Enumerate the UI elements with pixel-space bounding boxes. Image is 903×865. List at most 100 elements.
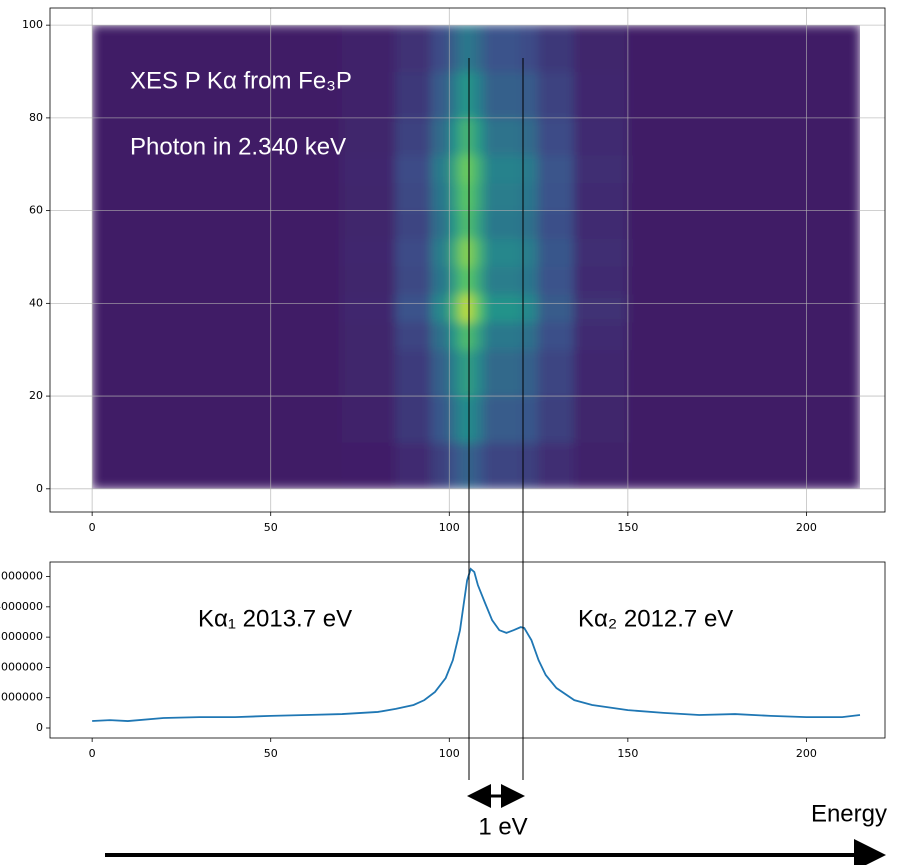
heatmap-cell (538, 154, 575, 183)
heatmap-cell (574, 154, 629, 183)
heatmap-cell (474, 154, 486, 183)
spacing-label: 1 eV (478, 813, 527, 840)
heatmap-cell (342, 182, 397, 211)
heatmap-cell (431, 396, 450, 443)
heatmap-cell (474, 71, 486, 118)
heatmap-cell (627, 442, 860, 489)
heatmap-cell (474, 238, 486, 267)
heatmap-cell (460, 321, 475, 350)
heatmap-cell (474, 182, 486, 211)
heatmap-cell (342, 321, 397, 350)
heatmap-cell (92, 210, 343, 239)
heatmap-cell (538, 25, 575, 72)
heatmap-cell (627, 117, 860, 155)
heatmap-cells (92, 25, 861, 490)
heatmap-cell (474, 25, 486, 72)
heatmap-cell (342, 25, 397, 72)
heatmap-cell (460, 266, 475, 295)
heatmap-cell (395, 71, 432, 118)
annotation: Kα₂ 2012.7 eV (578, 605, 733, 632)
heatmap-cell (460, 210, 475, 239)
heatmap-cell (342, 154, 397, 183)
heatmap-cell (92, 266, 343, 295)
heatmap-cell (538, 266, 575, 295)
heatmap-cell (538, 321, 575, 350)
heatmap-cell (449, 238, 461, 267)
heatmap-cell (92, 25, 343, 72)
heatmap-cell (395, 238, 432, 267)
heatmap-cell (502, 266, 521, 295)
heatmap-cell (574, 117, 629, 155)
heatmap-cell (627, 25, 860, 72)
heatmap-cell (502, 294, 521, 323)
heatmap-cell (485, 154, 504, 183)
heatmap-cell (449, 182, 461, 211)
heatmap-cell (502, 117, 521, 155)
heatmap-cell (460, 25, 475, 72)
heatmap-cell (431, 182, 450, 211)
heatmap-cell (474, 349, 486, 396)
heatmap-cell (431, 321, 450, 350)
heatmap-cell (474, 210, 486, 239)
heatmap-cell (574, 210, 629, 239)
heatmap-cell (485, 71, 504, 118)
heatmap-cell (538, 182, 575, 211)
heatmap-cell (538, 238, 575, 267)
heatmap-cell (431, 294, 450, 323)
heatmap-cell (395, 442, 432, 489)
plot-area (50, 562, 885, 738)
heatmap-cell (502, 396, 521, 443)
heatmap-cell (395, 266, 432, 295)
heatmap-cell (460, 349, 475, 396)
y-tick-label: 2000000 (0, 660, 43, 673)
heatmap-cell (431, 349, 450, 396)
heatmap-cell (627, 210, 860, 239)
heatmap-cell (574, 71, 629, 118)
heatmap-cell (502, 210, 521, 239)
heatmap-cell (92, 442, 343, 489)
heatmap-cell (460, 396, 475, 443)
heatmap-cell (574, 396, 629, 443)
x-tick-label: 150 (617, 521, 638, 534)
heatmap-cell (460, 238, 475, 267)
heatmap-cell (502, 71, 521, 118)
heatmap-cell (502, 442, 521, 489)
x-tick-label: 50 (264, 521, 278, 534)
heatmap-cell (342, 349, 397, 396)
heatmap-cell (485, 321, 504, 350)
heatmap-cell (502, 25, 521, 72)
heatmap-cell (449, 294, 461, 323)
heatmap-cell (449, 396, 461, 443)
heatmap-cell (342, 117, 397, 155)
x-tick-label: 200 (796, 521, 817, 534)
heatmap-cell (395, 210, 432, 239)
heatmap-cell (474, 321, 486, 350)
heatmap-cell (395, 117, 432, 155)
heatmap-cell (627, 71, 860, 118)
heatmap-cell (449, 117, 461, 155)
x-tick-label: 0 (89, 747, 96, 760)
heatmap-cell (92, 238, 343, 267)
heatmap-cell (92, 182, 343, 211)
y-tick-label: 20 (29, 389, 43, 402)
heatmap-cell (502, 321, 521, 350)
heatmap-cell (449, 71, 461, 118)
heatmap-cell (395, 321, 432, 350)
x-tick-label: 200 (796, 747, 817, 760)
heatmap-cell (449, 321, 461, 350)
annotation: Photon in 2.340 keV (130, 133, 346, 160)
heatmap-cell (627, 266, 860, 295)
heatmap-cell (395, 396, 432, 443)
heatmap-cell (449, 25, 461, 72)
heatmap-cell (431, 210, 450, 239)
y-tick-label: 100 (22, 18, 43, 31)
annotation: XES P Kα from Fe₃P (130, 67, 352, 94)
heatmap-cell (460, 71, 475, 118)
heatmap-cell (485, 182, 504, 211)
heatmap-cell (431, 71, 450, 118)
heatmap-cell (485, 266, 504, 295)
x-tick-label: 100 (439, 521, 460, 534)
heatmap-cell (485, 349, 504, 396)
heatmap-cell (474, 442, 486, 489)
heatmap-cell (627, 238, 860, 267)
